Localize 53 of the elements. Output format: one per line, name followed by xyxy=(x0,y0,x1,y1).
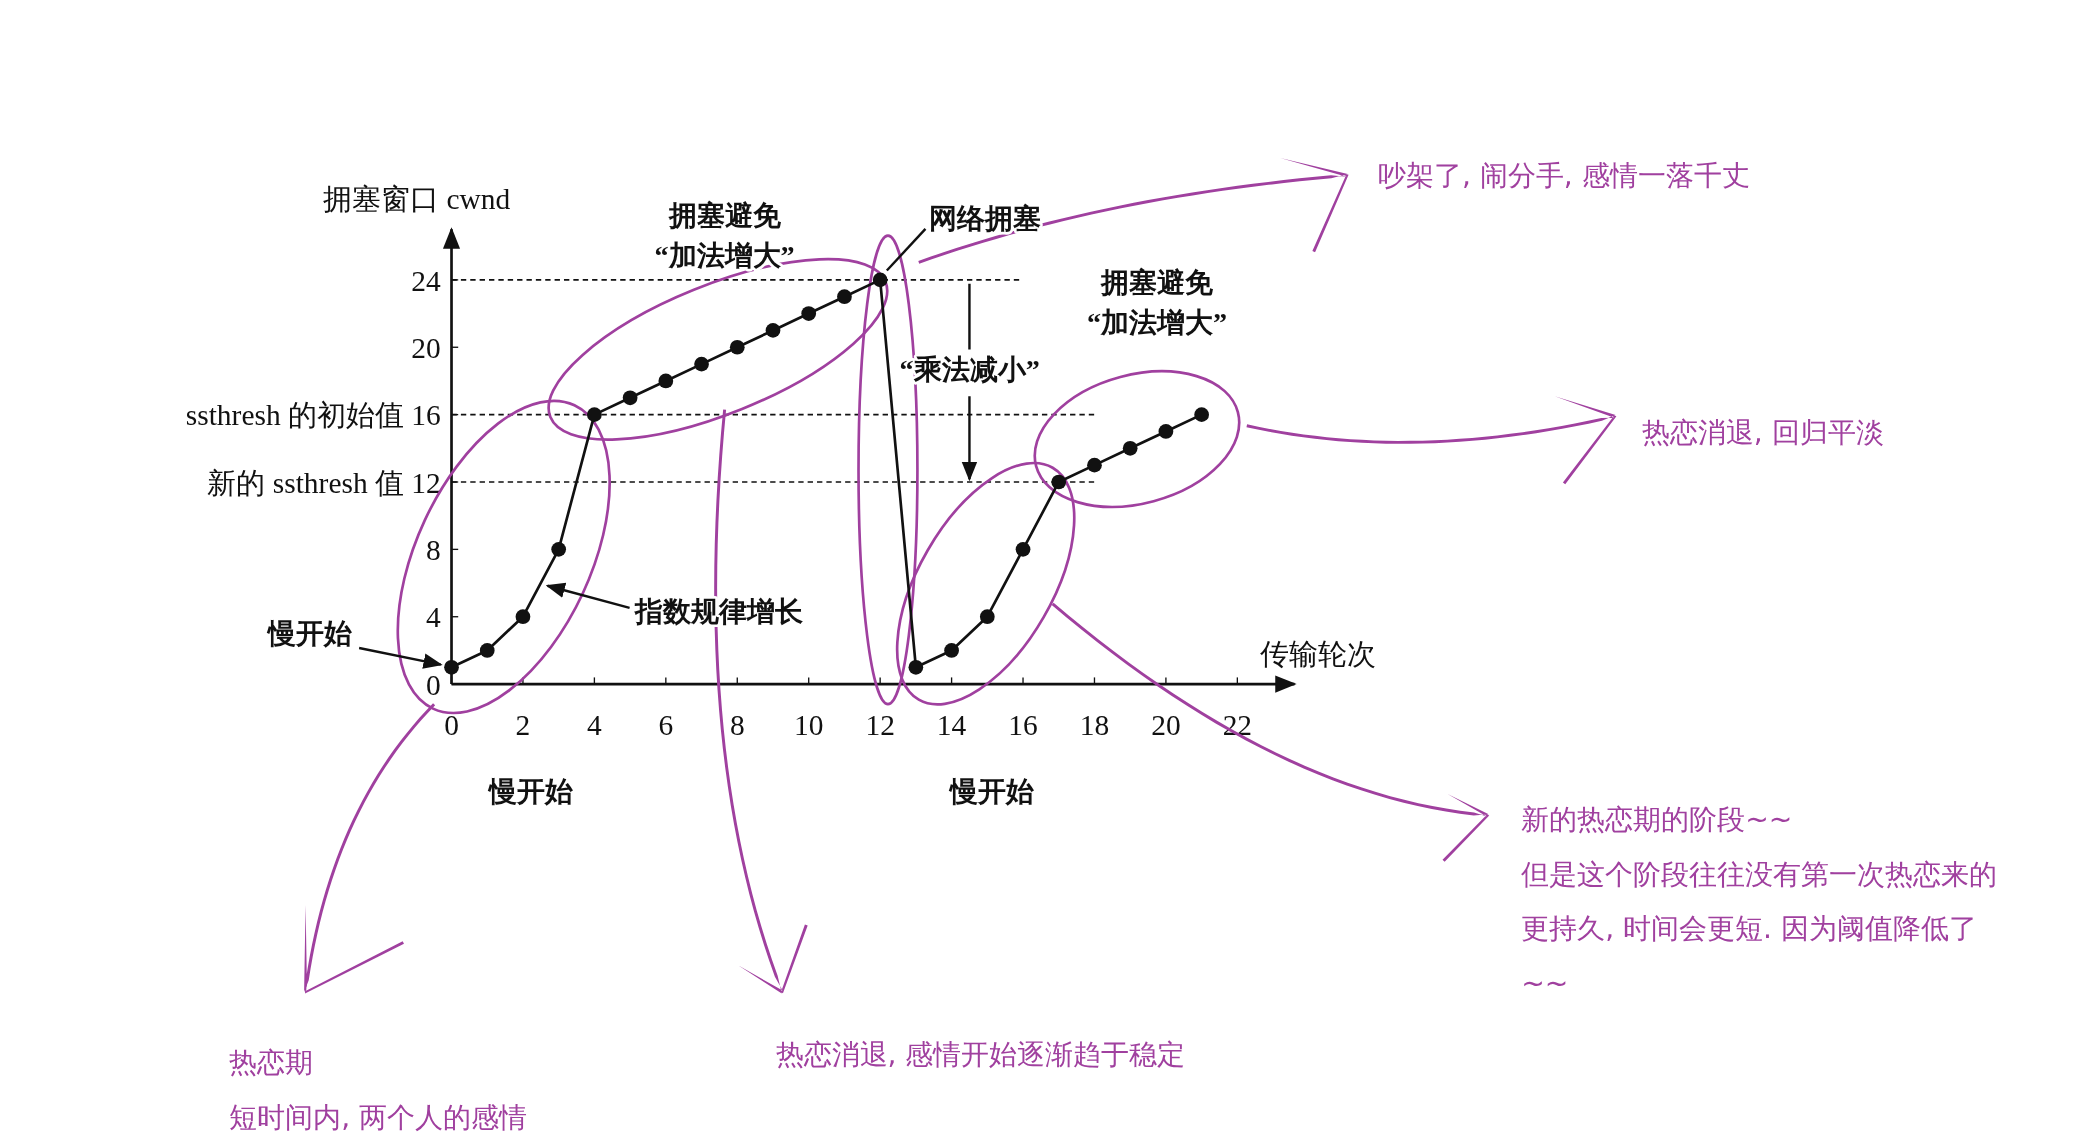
point xyxy=(444,659,459,675)
point xyxy=(837,289,852,305)
y-tick-label: 20 xyxy=(411,331,441,364)
point xyxy=(694,356,709,372)
point xyxy=(1194,407,1209,422)
text: 慢开始 xyxy=(948,775,1035,807)
y-tick-label: 4 xyxy=(426,601,442,634)
point xyxy=(1158,424,1174,439)
point xyxy=(658,373,674,389)
point xyxy=(908,659,924,675)
x-tick-label: 10 xyxy=(793,708,824,741)
text: 慢开始 xyxy=(486,775,573,807)
point xyxy=(944,643,959,658)
y-tick-label: 新的 ssthresh 值 12 xyxy=(207,466,441,499)
point xyxy=(551,542,567,557)
text: 慢开始 xyxy=(265,617,352,649)
point xyxy=(765,323,781,338)
y-axis-title: 拥塞窗口 cwnd xyxy=(323,182,511,215)
point xyxy=(587,407,602,422)
point xyxy=(1122,440,1138,456)
x-axis-title: 传输轮次 xyxy=(1259,638,1376,671)
annotation: 拥塞避免“加法增大” xyxy=(654,199,795,272)
x-tick-label: 20 xyxy=(1151,708,1181,741)
text: 新的热恋期的阶段~~但是这个阶段往往没有第一次热恋来的更持久, 时间会更短. 因为阈值降低了~~ xyxy=(1521,802,1998,1001)
y-tick-label: ssthresh 的初始值 16 xyxy=(185,399,441,432)
text: 热恋期短时间内, 两个人的感情 xyxy=(229,1046,528,1135)
text: 热恋消退, 回归平淡 xyxy=(1641,415,1884,449)
text: 吵架了, 闹分手, 感情一落千丈 xyxy=(1377,158,1750,192)
x-tick-label: 2 xyxy=(515,708,531,741)
x-tick-label: 6 xyxy=(658,708,674,741)
y-tick-label: 0 xyxy=(426,668,441,701)
text: 热恋消退, 感情开始逐渐趋于稳定 xyxy=(775,1038,1186,1072)
point xyxy=(801,306,817,321)
x-tick-label: 18 xyxy=(1079,708,1110,741)
point xyxy=(515,609,531,625)
x-tick-label: 16 xyxy=(1008,708,1038,741)
point xyxy=(872,272,888,288)
point xyxy=(729,339,745,355)
x-tick-label: 4 xyxy=(587,708,603,741)
y-tick-label: 8 xyxy=(426,534,441,567)
x-tick-label: 22 xyxy=(1222,708,1253,741)
y-tick-label: 24 xyxy=(411,264,442,297)
point xyxy=(479,643,495,658)
x-tick-label: 12 xyxy=(865,708,895,741)
point xyxy=(1087,457,1102,473)
annotation: 拥塞避免“加法增大” xyxy=(1087,266,1228,338)
annotation: 网络拥塞 xyxy=(929,202,1042,234)
point xyxy=(979,609,995,625)
point xyxy=(1051,474,1067,490)
x-tick-label: 14 xyxy=(936,708,967,741)
x-tick-label: 8 xyxy=(729,708,745,741)
point xyxy=(1015,542,1031,557)
point xyxy=(622,390,638,406)
